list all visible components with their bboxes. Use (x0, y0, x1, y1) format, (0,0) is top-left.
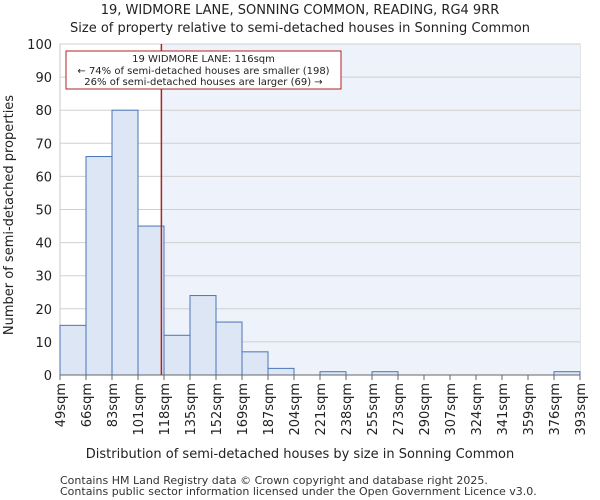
annotation-line-1: 19 WIDMORE LANE: 116sqm (132, 54, 275, 65)
bar-118sqm (163, 334, 191, 376)
chart-title: 19, WIDMORE LANE, SONNING COMMON, READIN… (101, 3, 500, 18)
x-tick-label: 359sqm (522, 383, 537, 436)
bar-101sqm (137, 225, 165, 376)
x-tick-label: 118sqm (158, 383, 173, 436)
x-tick-label: 393sqm (574, 383, 589, 436)
y-tick-label: 80 (35, 104, 52, 119)
x-axis-label: Distribution of semi-detached houses by … (86, 447, 514, 462)
x-tick-label: 204sqm (288, 383, 303, 436)
x-tick-label: 324sqm (470, 383, 485, 436)
x-tick-label: 255sqm (366, 383, 381, 436)
y-tick-label: 100 (27, 38, 52, 53)
y-tick-label: 40 (35, 237, 52, 252)
bar-83sqm (111, 109, 139, 376)
footer-line-1: Contains HM Land Registry data © Crown c… (60, 474, 488, 487)
annotation-line-2: ← 74% of semi-detached houses are smalle… (77, 66, 329, 77)
x-tick-label: 169sqm (236, 383, 251, 436)
x-tick-label: 187sqm (262, 383, 277, 436)
annotation-line-3: 26% of semi-detached houses are larger (… (84, 77, 322, 88)
y-tick-label: 50 (35, 204, 52, 219)
bar-169sqm (241, 351, 269, 376)
y-axis-label: Number of semi-detached properties (2, 95, 17, 335)
y-tick-label: 70 (35, 137, 52, 152)
x-tick-label: 341sqm (496, 383, 511, 436)
y-tick-label: 60 (35, 170, 52, 185)
x-tick-label: 273sqm (392, 383, 407, 436)
bars (59, 109, 581, 376)
y-tick-label: 90 (35, 71, 52, 86)
x-tick-label: 376sqm (548, 383, 563, 436)
bar-187sqm (267, 367, 295, 376)
x-tick-label: 307sqm (444, 383, 459, 436)
x-tick-label: 135sqm (184, 383, 199, 436)
x-tick-label: 101sqm (132, 383, 147, 436)
x-tick-label: 83sqm (106, 383, 121, 427)
x-tick-label: 238sqm (340, 383, 355, 436)
bar-66sqm (85, 156, 113, 376)
annotation-frame (65, 50, 342, 90)
bar-135sqm (189, 295, 217, 376)
y-tick-label: 20 (35, 303, 52, 318)
y-tick-label: 30 (35, 270, 52, 285)
y-tick-label: 0 (44, 369, 52, 384)
footer-line-2: Contains public sector information licen… (60, 485, 537, 498)
x-tick-label: 49sqm (54, 383, 69, 427)
x-tick-label: 290sqm (418, 383, 433, 436)
x-axis: 49sqm 66sqm 83sqm 101sqm 118sqm 135sqm 152sqm 1… (54, 375, 589, 436)
chart-subtitle: Size of property relative to semi-detach… (70, 21, 530, 36)
x-tick-label: 221sqm (314, 383, 329, 436)
x-tick-label: 66sqm (80, 383, 95, 427)
bar-152sqm (215, 321, 243, 376)
y-tick-label: 10 (35, 336, 52, 351)
annotation-box: 19 WIDMORE LANE: 116sqm ← 74% of semi-de… (65, 50, 342, 90)
bar-49sqm (59, 324, 87, 376)
x-tick-label: 152sqm (210, 383, 225, 436)
